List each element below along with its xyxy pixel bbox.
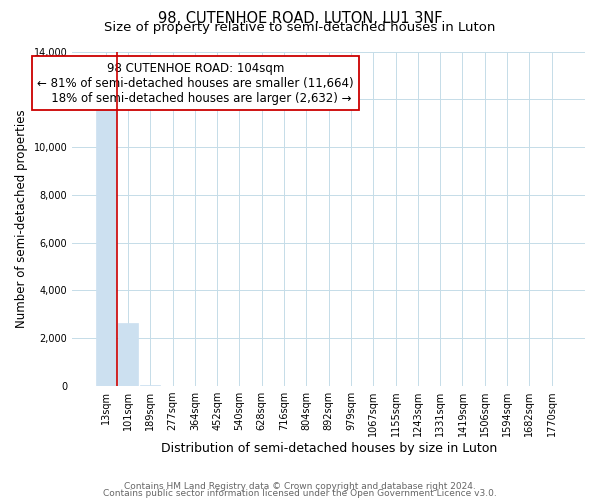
Text: 98 CUTENHOE ROAD: 104sqm
← 81% of semi-detached houses are smaller (11,664)
   1: 98 CUTENHOE ROAD: 104sqm ← 81% of semi-d… — [37, 62, 353, 104]
X-axis label: Distribution of semi-detached houses by size in Luton: Distribution of semi-detached houses by … — [161, 442, 497, 455]
Text: Contains public sector information licensed under the Open Government Licence v3: Contains public sector information licen… — [103, 488, 497, 498]
Bar — [95, 108, 116, 386]
Text: Contains HM Land Registry data © Crown copyright and database right 2024.: Contains HM Land Registry data © Crown c… — [124, 482, 476, 491]
Y-axis label: Number of semi-detached properties: Number of semi-detached properties — [15, 110, 28, 328]
Text: 98, CUTENHOE ROAD, LUTON, LU1 3NF: 98, CUTENHOE ROAD, LUTON, LU1 3NF — [158, 11, 442, 26]
Bar — [140, 385, 160, 386]
Bar — [118, 323, 138, 386]
Text: Size of property relative to semi-detached houses in Luton: Size of property relative to semi-detach… — [104, 21, 496, 34]
